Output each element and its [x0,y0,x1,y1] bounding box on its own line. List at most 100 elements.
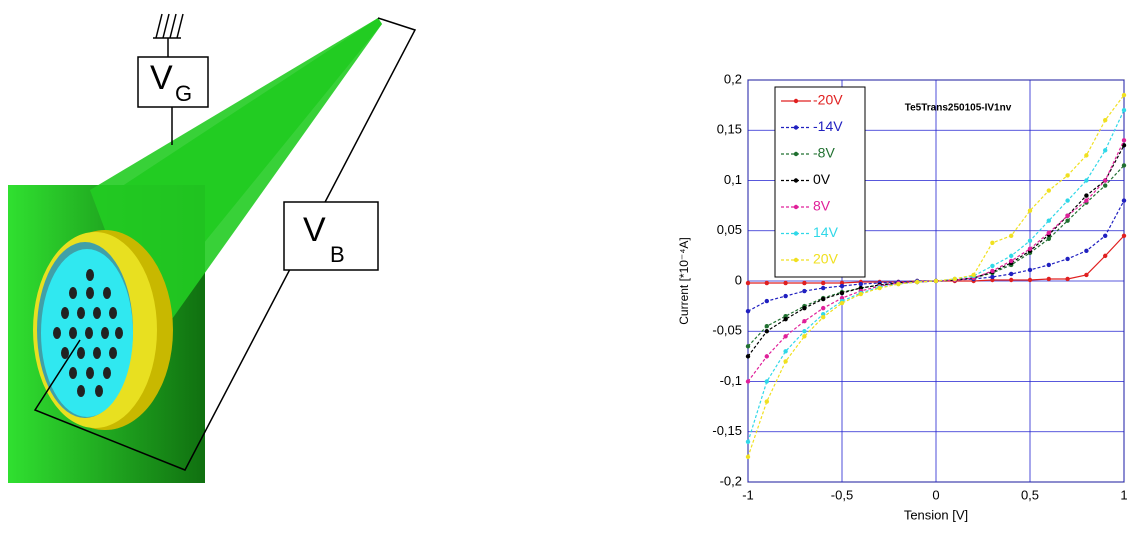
legend-marker [793,125,799,130]
data-point [1065,256,1070,262]
data-point [839,290,845,296]
data-point [783,334,788,339]
data-point [1046,188,1052,193]
data-point [1084,153,1089,158]
hole [77,347,85,359]
data-point [933,278,939,284]
hole [103,367,111,379]
data-point [802,305,807,311]
y-tick-label: -0,15 [712,423,742,438]
data-point [1027,267,1033,273]
hole [86,287,94,299]
data-point [1046,276,1052,282]
data-point [952,276,957,282]
bias-label: V [303,211,326,249]
legend-box [774,86,866,278]
data-point [802,319,807,324]
data-point [1084,248,1089,254]
hole [77,307,85,319]
hole [93,307,101,319]
y-tick-label: 0,05 [717,222,742,237]
data-point [1009,233,1014,238]
data-point [745,308,751,314]
chart: -1 -0,5 0 0,5 1 -0,2 -0,15 -0,1 -0,05 0 0,05 0,1 0,1… [677,71,1127,522]
gate-subscript: G [175,81,192,106]
data-point [783,359,788,364]
data-point [802,334,807,339]
hole [95,385,103,397]
data-point [1103,253,1108,259]
data-point [877,285,882,291]
data-point [802,288,807,294]
data-point [783,293,788,299]
data-point [764,298,769,304]
legend-label: 14V [813,224,839,240]
data-point [1065,276,1070,282]
data-point [1009,258,1014,264]
hole [69,327,77,339]
legend-marker [793,231,799,236]
data-point [1046,230,1052,235]
data-point [1046,218,1052,223]
data-point [839,280,845,286]
data-point [745,344,751,349]
data-point [1103,183,1108,188]
data-point [802,280,807,286]
y-axis-label: Current [*10⁻⁴A] [677,237,691,325]
data-point [1009,277,1014,283]
legend-marker [793,178,799,183]
data-point [783,313,788,319]
hole [93,347,101,359]
legend-marker [793,98,799,104]
data-point [896,281,901,287]
hole [101,327,109,339]
x-axis-label: Tension [V] [904,507,968,522]
hole [53,327,61,339]
hole [85,327,93,339]
data-point [990,277,995,283]
data-point [1103,118,1108,123]
y-tick-label: 0,2 [724,71,742,86]
data-point [1084,198,1089,203]
x-tick-label: -1 [742,487,754,502]
data-point [821,296,826,302]
y-tick-label: 0,15 [717,122,742,137]
data-point [858,285,863,291]
data-point [1103,178,1108,183]
data-point [764,280,769,286]
hole [69,287,77,299]
legend-marker [793,257,799,263]
bias-wire [33,17,417,471]
data-point [1065,218,1070,223]
y-tick-label: -0,1 [720,373,742,388]
legend-label: -8V [813,145,835,161]
gate-box [137,56,209,108]
data-point [783,280,788,286]
y-tick-label: -0,05 [712,323,742,338]
hole [77,385,85,397]
data-point [1121,138,1127,143]
data-point [764,399,769,404]
data-point [745,439,751,444]
bias-box [283,201,379,271]
hole [61,307,69,319]
data-point [839,300,845,306]
data-point [745,354,751,359]
x-tick-label: 0 [932,487,939,502]
data-point [1084,272,1089,278]
data-point [821,285,826,291]
holes [53,269,123,397]
data-point [745,280,751,286]
data-point [1084,178,1089,183]
data-point [764,354,769,359]
data-point [745,379,751,384]
bias-subscript: B [330,242,345,267]
data-point [1121,107,1127,113]
data-point [821,314,826,320]
legend-marker [793,204,799,210]
legend-label: 20V [813,251,839,267]
data-point [745,454,751,460]
data-point [1121,233,1127,238]
data-point [1027,238,1033,243]
data-point [858,291,863,297]
